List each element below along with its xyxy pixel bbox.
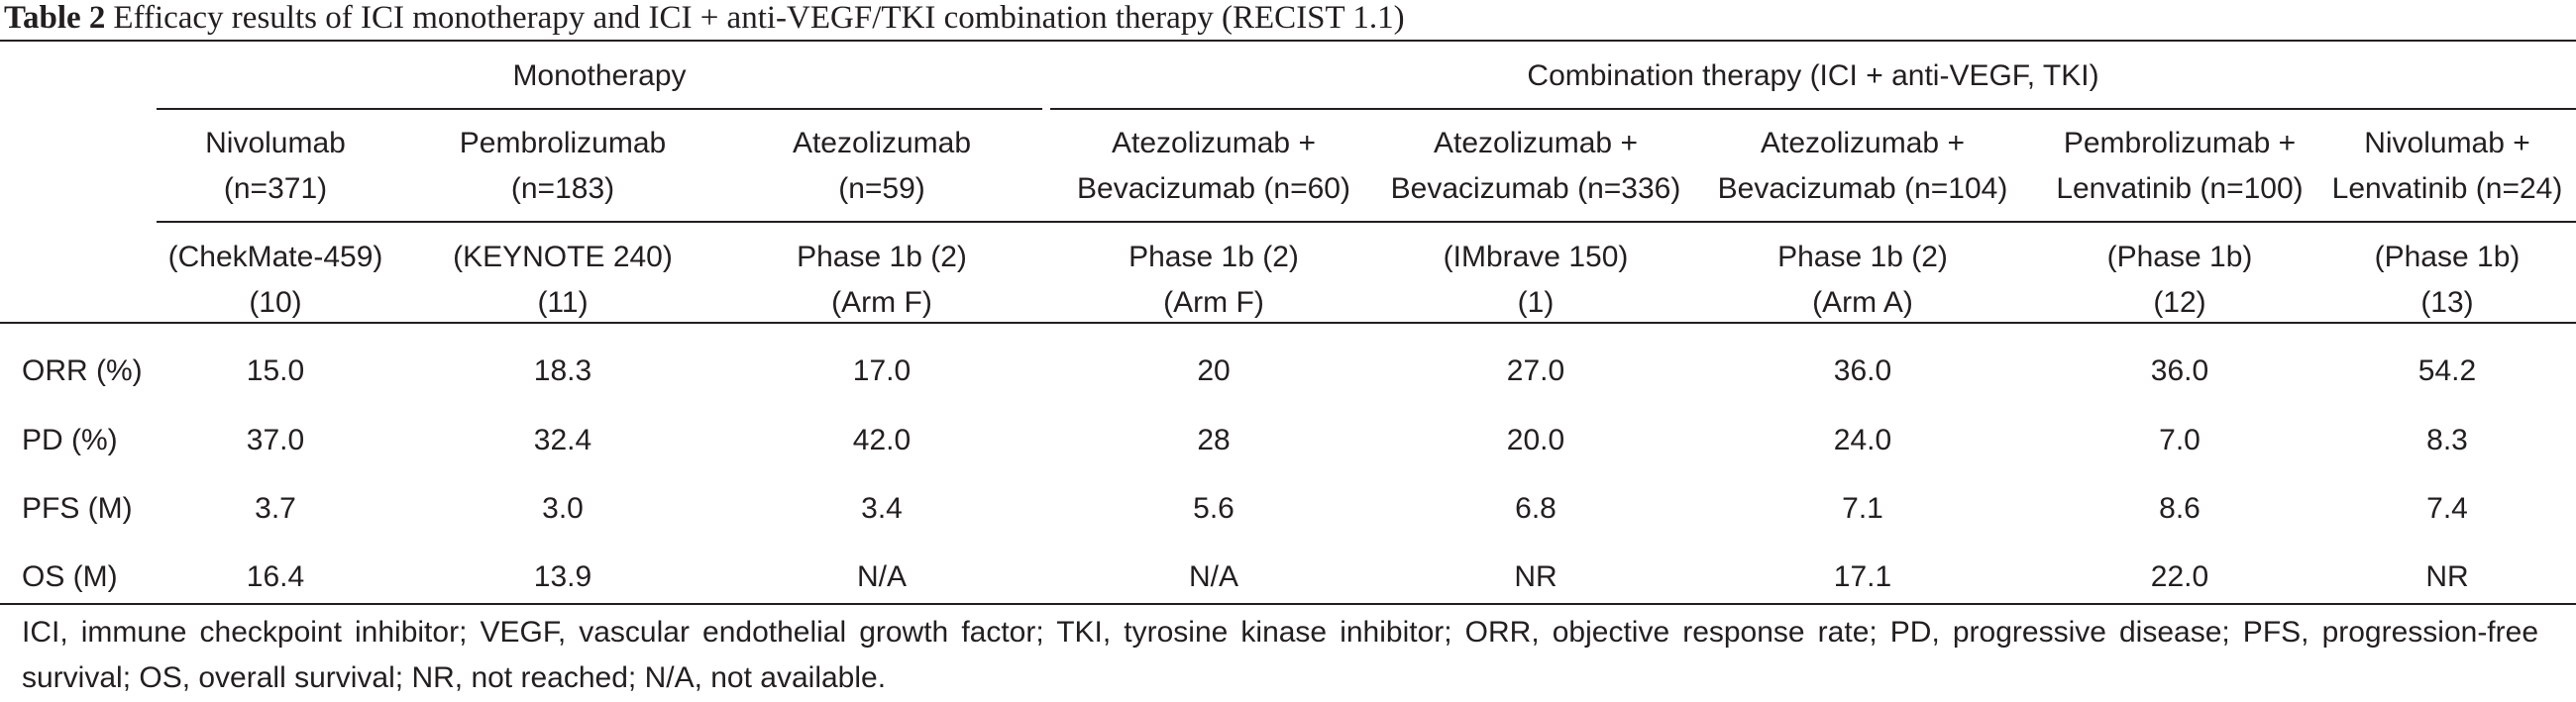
table-footnote: ICI, immune checkpoint inhibitor; VEGF, … — [22, 616, 2538, 694]
table-top-rule — [0, 40, 2576, 42]
column-header-pembrolizumab: Pembrolizumab (n=183) — [414, 121, 711, 212]
table-cell: 42.0 — [852, 424, 912, 456]
trial-info-line: (Arm A) — [1812, 286, 1913, 319]
trial-info-line: (IMbrave 150) — [1443, 241, 1629, 273]
trial-info-atezolizumab: Phase 1b (2) (Arm F) — [733, 235, 1030, 326]
table-cell: 37.0 — [246, 424, 305, 456]
table-cell: 17.0 — [852, 354, 912, 387]
monotherapy-group-rule — [157, 108, 1042, 110]
column-header-line: Bevacizumab (n=60) — [1077, 172, 1350, 205]
column-header-line: Bevacizumab (n=336) — [1390, 172, 1681, 205]
row-label: OS (M) — [22, 560, 118, 593]
table-cell: 27.0 — [1506, 354, 1565, 387]
column-header-atezo-bev-60: Atezolizumab + Bevacizumab (n=60) — [1050, 121, 1377, 212]
column-header-line: Nivolumab + — [2364, 127, 2530, 159]
table-cell: N/A — [1188, 560, 1238, 593]
table-cell: 7.1 — [1842, 492, 1883, 525]
column-header-rule — [157, 221, 2576, 223]
trial-info-atezo-bev-104: Phase 1b (2) (Arm A) — [1699, 235, 2026, 326]
table-cell: 3.4 — [861, 492, 903, 525]
row-label: PD (%) — [22, 424, 118, 456]
trial-info-pembro-lenv: (Phase 1b) (12) — [2026, 235, 2333, 326]
trial-info-line: Phase 1b (2) — [1777, 241, 1948, 273]
column-header-line: Nivolumab — [205, 127, 346, 159]
trial-info-line: (10) — [249, 286, 302, 319]
table-bottom-rule — [0, 603, 2576, 605]
table-cell: 32.4 — [533, 424, 592, 456]
table-cell: 3.7 — [255, 492, 296, 525]
table-cell: 36.0 — [2150, 354, 2209, 387]
column-header-nivo-lenv: Nivolumab + Lenvatinib (n=24) — [2318, 121, 2576, 212]
trial-info-line: (11) — [537, 286, 589, 319]
column-header-line: Lenvatinib (n=24) — [2331, 172, 2563, 205]
column-header-line: Atezolizumab — [792, 127, 972, 159]
table-cell: 7.0 — [2159, 424, 2200, 456]
trial-info-atezo-bev-60: Phase 1b (2) (Arm F) — [1050, 235, 1377, 326]
table-cell: N/A — [856, 560, 907, 593]
table-cell: 20 — [1197, 354, 1231, 387]
column-header-atezo-bev-336: Atezolizumab + Bevacizumab (n=336) — [1372, 121, 1699, 212]
table-cell: 3.0 — [542, 492, 584, 525]
column-header-line: (n=183) — [510, 172, 615, 205]
table-cell: 22.0 — [2150, 560, 2209, 593]
table-cell: 7.4 — [2426, 492, 2468, 525]
column-header-line: (n=59) — [838, 172, 925, 205]
column-header-nivolumab: Nivolumab (n=371) — [147, 121, 404, 212]
trial-info-line: (Arm F) — [1163, 286, 1264, 319]
table-caption-label: Table 2 — [4, 0, 106, 36]
table-caption-text: Efficacy results of ICI monotherapy and … — [113, 0, 1405, 36]
group-header-combination: Combination therapy (ICI + anti-VEGF, TK… — [1527, 59, 2099, 92]
table-cell: 16.4 — [246, 560, 305, 593]
table-cell: 8.6 — [2159, 492, 2200, 525]
trial-info-pembrolizumab: (KEYNOTE 240) (11) — [414, 235, 711, 326]
trial-info-line: (13) — [2420, 286, 2474, 319]
table-cell: 28 — [1197, 424, 1231, 456]
column-header-line: Pembrolizumab + — [2063, 127, 2297, 159]
trial-info-line: Phase 1b (2) — [1128, 241, 1299, 273]
trial-info-line: (Phase 1b) — [2374, 241, 2521, 273]
trial-info-line: (KEYNOTE 240) — [453, 241, 673, 273]
table-cell: 18.3 — [533, 354, 592, 387]
column-header-pembro-lenv: Pembrolizumab + Lenvatinib (n=100) — [2026, 121, 2333, 212]
trial-info-line: (1) — [1517, 286, 1555, 319]
column-header-line: Bevacizumab (n=104) — [1717, 172, 2008, 205]
table-cell: 13.9 — [533, 560, 592, 593]
table-cell: NR — [1514, 560, 1557, 593]
column-header-line: Atezolizumab + — [1761, 127, 1965, 159]
table-cell: 54.2 — [2417, 354, 2477, 387]
table-cell: 5.6 — [1193, 492, 1234, 525]
table-cell: 20.0 — [1506, 424, 1565, 456]
group-header-monotherapy: Monotherapy — [512, 59, 687, 92]
header-bottom-rule — [0, 322, 2576, 324]
table-caption: Table 2 Efficacy results of ICI monothera… — [4, 0, 1405, 36]
row-label: ORR (%) — [22, 354, 143, 387]
column-header-line: Atezolizumab + — [1434, 127, 1638, 159]
column-header-line: (n=371) — [223, 172, 328, 205]
table-cell: 17.1 — [1833, 560, 1892, 593]
trial-info-nivo-lenv: (Phase 1b) (13) — [2318, 235, 2576, 326]
table-cell: NR — [2425, 560, 2469, 593]
table-cell: 36.0 — [1833, 354, 1892, 387]
trial-info-nivolumab: (ChekMate-459) (10) — [147, 235, 404, 326]
table-cell: 6.8 — [1515, 492, 1556, 525]
table-cell: 24.0 — [1833, 424, 1892, 456]
trial-info-line: (Arm F) — [831, 286, 932, 319]
combination-group-rule — [1050, 108, 2576, 110]
column-header-line: Lenvatinib (n=100) — [2056, 172, 2304, 205]
table-cell: 8.3 — [2426, 424, 2468, 456]
trial-info-line: (Phase 1b) — [2106, 241, 2253, 273]
row-label: PFS (M) — [22, 492, 133, 525]
trial-info-line: (12) — [2153, 286, 2206, 319]
trial-info-line: Phase 1b (2) — [797, 241, 967, 273]
trial-info-line: (ChekMate-459) — [167, 241, 383, 273]
column-header-atezolizumab: Atezolizumab (n=59) — [733, 121, 1030, 212]
column-header-atezo-bev-104: Atezolizumab + Bevacizumab (n=104) — [1699, 121, 2026, 212]
column-header-line: Atezolizumab + — [1112, 127, 1316, 159]
table-cell: 15.0 — [246, 354, 305, 387]
column-header-line: Pembrolizumab — [459, 127, 667, 159]
trial-info-atezo-bev-336: (IMbrave 150) (1) — [1372, 235, 1699, 326]
